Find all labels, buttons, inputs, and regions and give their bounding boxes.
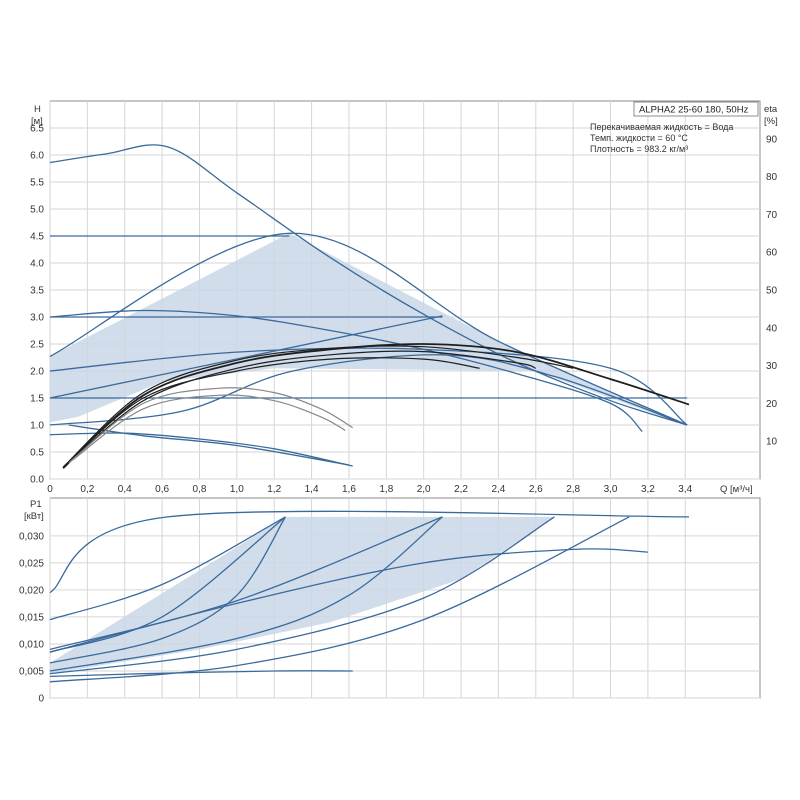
eta-y-tick-label: 10 [766,437,778,448]
eta-y-tick-label: 20 [766,399,778,410]
x-tick-label: 1,2 [267,484,281,495]
x-tick-label: 0,8 [193,484,207,495]
head-operating-area [50,233,686,425]
power-curve-0 [49,510,690,594]
eta-y-label: eta [764,104,778,115]
eta-y-unit: [%] [764,116,778,127]
eta-curve-2 [62,350,537,469]
head-curve-5 [49,315,443,399]
head-y-tick-label: 0.5 [30,448,44,459]
eta-y-tick-label: 40 [766,323,778,334]
power-curve-7 [49,516,630,683]
power-y-tick-label: 0,005 [19,666,44,677]
x-tick-label: 0,2 [80,484,94,495]
head-curves [49,144,688,467]
power-y-tick-label: 0,030 [19,531,44,542]
model-label-box [633,101,759,117]
head-curve-0 [49,144,688,426]
power-curve-4 [49,516,443,651]
power-y-tick-label: 0,010 [19,639,44,650]
head-curve-7 [49,347,688,426]
efficiency-curves [62,343,690,469]
eta-curve-3 [64,357,480,466]
head-y-unit: [м] [31,116,43,127]
head-panel: 0 0,2 0,4 0,6 0,8 1,0 1,2 1,4 1,6 1,8 2,0 2,2 2,4 2,6… [30,100,778,496]
x-tick-label: 2,8 [566,484,580,495]
x-tick-label: 1,6 [342,484,356,495]
head-curve-8 [49,354,688,426]
head-y-tick-label: 3.0 [30,313,44,324]
head-y-tick-label: 1.5 [30,394,44,405]
head-y-tick-label: 5.5 [30,178,44,189]
model-label: ALPHA2 25-60 180, 50Hz [639,105,749,116]
x-tick-label: 0,6 [155,484,169,495]
x-tick-label: 2,0 [417,484,431,495]
x-tick-label: 2,2 [454,484,468,495]
power-area-polygon [50,516,555,674]
power-y-tick-label: 0,020 [19,585,44,596]
x-tick-label: 1,0 [230,484,244,495]
head-y-tick-label: 2.0 [30,367,44,378]
power-curve-1 [49,516,286,621]
eta-y-tick-label: 90 [766,134,778,145]
power-y-tick-label: 0,025 [19,558,44,569]
head-y-tick-label: 6.0 [30,151,44,162]
x-tick-label: 3,2 [641,484,655,495]
info-line-temperature: Темп. жидкости = 60 °C [590,133,688,143]
head-y-tick-label: 6.5 [30,124,44,135]
power-tick-labels: 0 0,005 0,010 0,015 0,020 0,025 0,030 [19,531,44,704]
power-operating-area [50,516,555,674]
x-tick-label: 0,4 [118,484,132,495]
head-y-tick-label: 5.0 [30,205,44,216]
eta-y-tick-label: 70 [766,210,778,221]
head-area-polygon [50,233,686,425]
power-curves [49,510,690,683]
power-y-unit: [кВт] [24,511,44,522]
power-y-label: P1 [30,499,42,510]
x-tick-label: 1,8 [379,484,393,495]
power-curve-8 [49,548,648,653]
x-tick-label: 3,0 [604,484,618,495]
head-y-tick-label: 4.5 [30,232,44,243]
power-curve-3 [49,516,286,664]
x-tick-label: 1,4 [305,484,319,495]
head-y-label: H [34,104,41,115]
info-line-density: Плотность = 983.2 кг/м³ [590,144,688,154]
head-curve-9 [49,432,353,467]
head-y-tick-label: 3.5 [30,286,44,297]
head-curve-2 [49,232,688,426]
eta-curve-4 [68,387,354,464]
power-y-tick-label: 0 [38,694,44,705]
eta-y-tick-label: 30 [766,361,778,372]
head-y-tick-label: 0.0 [30,475,44,486]
power-y-tick-label: 0,015 [19,612,44,623]
power-curve-2 [49,516,286,653]
power-curve-6 [49,516,555,675]
eta-y-tick-label: 50 [766,286,778,297]
x-tick-label: 0 [47,484,53,495]
head-curve-4 [49,309,643,432]
info-line-fluid: Перекачиваемая жидкость = Вода [590,122,733,132]
power-panel: 0 0,005 0,010 0,015 0,020 0,025 0,030 P1 [кВт] [19,497,761,705]
power-curve-9 [49,670,353,678]
head-y-tick-label: 1.0 [30,421,44,432]
x-tick-label: 2,6 [529,484,543,495]
eta-curve-1 [62,345,574,468]
x-tick-label: 3,4 [678,484,692,495]
head-tick-labels: 0 0,2 0,4 0,6 0,8 1,0 1,2 1,4 1,6 1,8 2,0 2,2 2,4 2,6… [30,124,777,496]
eta-curve-5 [72,394,346,461]
head-y-tick-label: 4.0 [30,259,44,270]
power-curve-5 [49,516,443,672]
flow-x-label: Q [м³/ч] [720,484,753,495]
eta-y-tick-label: 80 [766,172,778,183]
x-tick-label: 2,4 [491,484,505,495]
head-y-tick-label: 2.5 [30,340,44,351]
eta-y-tick-label: 60 [766,248,778,259]
